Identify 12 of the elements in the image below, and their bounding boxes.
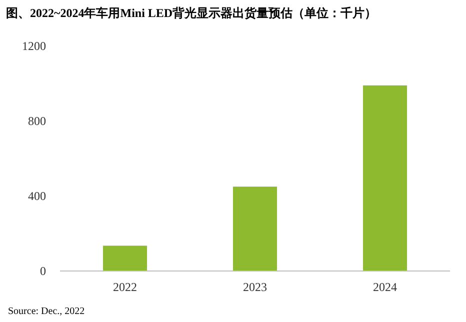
x-tick-label: 2023: [243, 280, 267, 294]
x-tick-label: 2024: [373, 280, 397, 294]
bar: [233, 186, 277, 271]
y-tick-label: 400: [28, 189, 46, 203]
y-tick-label: 0: [40, 264, 46, 278]
y-tick-label: 1200: [22, 39, 46, 53]
y-tick-label: 800: [28, 114, 46, 128]
chart-title: 图、2022~2024年车用Mini LED背光显示器出货量预估（单位：千片）: [6, 6, 377, 20]
bar: [363, 85, 407, 271]
bar: [103, 246, 147, 271]
x-tick-label: 2022: [113, 280, 137, 294]
source-note: Source: Dec., 2022: [8, 306, 85, 317]
